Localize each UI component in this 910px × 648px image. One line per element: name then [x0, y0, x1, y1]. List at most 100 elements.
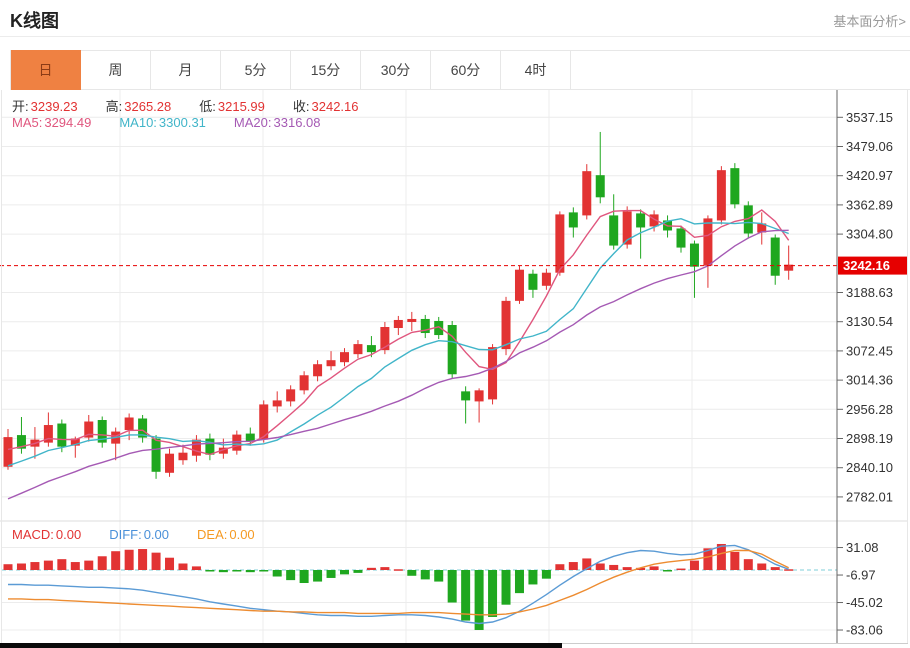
macd-bar — [568, 562, 578, 570]
macd-bar — [609, 564, 619, 570]
macd-bar — [313, 570, 323, 582]
dea-line — [8, 549, 789, 616]
macd-bar — [501, 570, 511, 605]
macd-bar — [514, 570, 524, 594]
candle-body — [474, 390, 484, 402]
info-item: 收: 3242.16 — [292, 99, 359, 114]
candle-body — [191, 439, 201, 456]
tab-5分[interactable]: 5分 — [221, 51, 291, 89]
macd-bar — [689, 560, 699, 570]
candle-body — [770, 237, 780, 276]
info-item: MA20: 3316.08 — [233, 115, 321, 130]
price-tick-label: 2840.10 — [846, 460, 893, 475]
bottom-scrollbar[interactable] — [0, 643, 562, 648]
macd-tick-label: -45.02 — [846, 595, 883, 610]
candle-body — [313, 364, 323, 377]
candle-body — [541, 272, 551, 286]
tab-60分[interactable]: 60分 — [431, 51, 501, 89]
candle-body — [259, 404, 269, 440]
macd-bar — [716, 543, 726, 570]
price-tick-label: 3420.97 — [846, 168, 893, 183]
tab-日[interactable]: 日 — [11, 50, 81, 90]
tab-月[interactable]: 月 — [151, 51, 221, 89]
tab-周[interactable]: 周 — [81, 51, 151, 89]
last-price-box — [838, 256, 908, 275]
candle-body — [447, 324, 457, 375]
candle-body — [420, 318, 430, 334]
header-divider — [0, 36, 910, 37]
candle-body — [340, 352, 349, 363]
macd-bar — [299, 570, 309, 584]
candle-body — [272, 400, 282, 407]
candle-body — [689, 243, 699, 267]
candle-body — [232, 434, 242, 451]
macd-bar — [676, 568, 686, 571]
price-tick-label: 3479.06 — [846, 139, 893, 154]
candle-body — [703, 218, 713, 266]
last-price-label: 3242.16 — [843, 258, 890, 273]
candle-body — [57, 423, 67, 447]
candle-body — [393, 319, 403, 329]
candle-body — [165, 453, 175, 473]
candle-body — [582, 171, 592, 216]
period-tab-bar: 日周月 5分 15分 30分 60分 4时 — [10, 50, 910, 90]
candle-body — [97, 420, 107, 443]
macd-bar — [245, 570, 255, 573]
price-tick-label: 3014.36 — [846, 373, 893, 388]
candle-body — [3, 437, 13, 467]
price-tick-label: 3188.63 — [846, 285, 893, 300]
diff-line — [8, 544, 789, 625]
macd-bar — [461, 570, 471, 621]
macd-bar — [16, 563, 26, 570]
candle-body — [757, 223, 767, 233]
macd-bar — [420, 570, 430, 580]
macd-bar — [286, 570, 296, 581]
candle-body — [649, 214, 659, 227]
chart-right-border — [907, 90, 908, 643]
chart-area: 3537.15 3479.06 3420.97 3362.89 3304.80 3188.… — [0, 90, 910, 648]
info-item: MACD: 0.00 — [12, 527, 82, 542]
macd-bar — [730, 551, 740, 570]
candle-body — [501, 300, 511, 350]
macd-bar — [582, 558, 592, 570]
tab-15分[interactable]: 15分 — [291, 51, 361, 89]
macd-bar — [191, 566, 201, 570]
info-item: MA5: 3294.49 — [12, 115, 92, 130]
macd-bar — [138, 549, 148, 570]
macd-bar — [326, 570, 336, 578]
macd-bar — [528, 570, 538, 585]
macd-bar — [111, 551, 121, 570]
macd-bar — [757, 563, 767, 570]
candle-body — [380, 327, 390, 351]
candle-body — [286, 389, 296, 402]
candle-body — [407, 318, 417, 322]
macd-bar — [84, 560, 94, 570]
candle-body — [676, 228, 686, 248]
macd-bar — [784, 569, 794, 571]
info-item: DIFF: 0.00 — [109, 527, 170, 542]
ma20-line — [7, 229, 789, 500]
candle-body — [568, 212, 578, 228]
macd-bar — [703, 548, 713, 570]
tab-30分[interactable]: 30分 — [361, 51, 431, 89]
main-chart-plot-area[interactable] — [2, 90, 837, 521]
candle-body — [461, 391, 471, 401]
tab-4时[interactable]: 4时 — [501, 51, 571, 89]
macd-info-row: MACD: 0.00 DIFF: 0.00 DEA: 0.00 — [12, 527, 283, 542]
candle-body — [488, 347, 498, 400]
candle-body — [245, 433, 255, 442]
macd-bar — [380, 567, 390, 570]
macd-bar — [743, 559, 753, 570]
candle-body — [16, 435, 26, 449]
macd-bar — [434, 570, 444, 582]
candle-body — [555, 214, 565, 273]
price-tick-label: 2782.01 — [846, 489, 893, 504]
fundamental-analysis-link[interactable]: 基本面分析> — [833, 14, 906, 29]
macd-bar — [205, 570, 215, 572]
ma5-line — [7, 209, 790, 456]
macd-bar — [340, 570, 349, 575]
macd-bar — [474, 570, 484, 630]
info-item: DEA: 0.00 — [197, 527, 255, 542]
price-tick-label: 3362.89 — [846, 197, 893, 212]
